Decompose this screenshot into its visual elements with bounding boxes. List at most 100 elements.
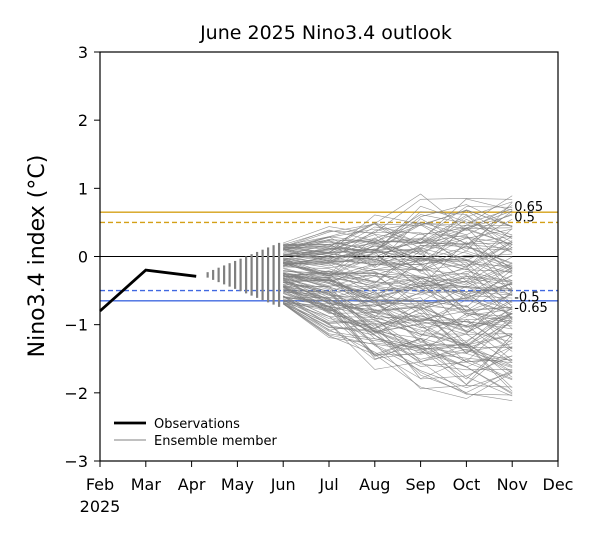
ensemble-member-line (283, 303, 513, 394)
ensemble-member-line (283, 282, 513, 324)
y-tick-label: 2 (78, 111, 88, 130)
ensemble-member-line (283, 198, 513, 253)
x-tick-label: Jul (318, 475, 338, 494)
ensemble-member-line (283, 208, 513, 246)
y-axis-label: Nino3.4 index (°C) (25, 155, 50, 358)
ensemble-member-line (283, 301, 513, 378)
ensemble-member-line (283, 290, 513, 344)
ensemble-member-line (283, 303, 513, 390)
ensemble-member-line (283, 210, 513, 248)
ensemble-member-line (283, 291, 513, 335)
y-tick-label: −1 (64, 316, 88, 335)
reference-line-label: 0.65 (514, 200, 543, 215)
ensemble-member-line (283, 246, 513, 275)
ensemble-member-line (283, 285, 513, 334)
ensemble-member-line (283, 295, 513, 362)
ensemble-member-line (283, 234, 513, 289)
ensemble-member-line (283, 279, 513, 338)
ensemble-member-line (283, 284, 513, 347)
ensemble-member-line (283, 197, 513, 245)
ensemble-member-line (283, 287, 513, 361)
ensemble-member-line (283, 255, 513, 295)
y-tick-label: −3 (64, 452, 88, 471)
ensemble-member-line (283, 238, 513, 274)
x-tick-label: Mar (131, 475, 162, 494)
y-tick-label: −2 (64, 384, 88, 403)
y-tick-label: 1 (78, 179, 88, 198)
ensemble-member-line (283, 275, 513, 314)
ensemble-member-line (283, 299, 513, 363)
ensemble-member-line (283, 264, 513, 312)
x-tick-label: Aug (359, 475, 390, 494)
ensemble-member-line (283, 263, 513, 297)
ensemble-member-line (283, 297, 513, 389)
x-tick-label: Oct (453, 475, 481, 494)
chart-legend: Observations Ensemble member (114, 417, 277, 449)
legend-label: Ensemble member (154, 434, 277, 449)
ensemble-members (206, 193, 513, 401)
ensemble-member-line (283, 279, 513, 326)
observations-line (99, 268, 197, 313)
x-tick-label: Feb (86, 475, 114, 494)
ensemble-member-line (283, 237, 513, 286)
ensemble-member-line (283, 281, 513, 337)
ensemble-member-line (283, 209, 513, 262)
ensemble-member-line (283, 202, 513, 252)
x-tick-label: Nov (497, 475, 528, 494)
ensemble-member-line (283, 242, 513, 270)
x-tick-label: Apr (178, 475, 206, 494)
ensemble-member-line (283, 265, 513, 291)
reference-line-label: -0.65 (514, 301, 548, 316)
ensemble-member-line (283, 250, 513, 299)
ensemble-member-line (283, 218, 513, 267)
x-tick-label: Jun (270, 475, 296, 494)
x-axis-ticks: Feb Mar Apr May Jun Jul Aug Sep Oct Nov Dec (86, 461, 574, 494)
ensemble-member-line (283, 272, 513, 310)
ensemble-member-line (283, 303, 513, 368)
ensemble-member-line (283, 229, 513, 260)
x-tick-label: May (221, 475, 254, 494)
ensemble-member-line (283, 223, 513, 255)
ensemble-member-line (283, 286, 513, 348)
ensemble-member-line (283, 219, 513, 250)
ensemble-member-line (283, 269, 513, 308)
ensemble-member-line (283, 248, 513, 296)
reference-line-label: -0.5 (514, 291, 539, 306)
ensemble-member-line (283, 275, 513, 303)
y-axis-ticks: 3 2 1 0 −1 −2 −3 (64, 43, 100, 471)
ensemble-member-line (283, 302, 513, 393)
observations-series (99, 268, 197, 313)
y-tick-label: 0 (78, 248, 88, 267)
ensemble-member-line (283, 206, 513, 262)
ensemble-member-line (283, 293, 513, 363)
ensemble-member-line (283, 227, 513, 272)
ensemble-member-line (283, 201, 513, 248)
ensemble-member-line (283, 268, 513, 312)
ensemble-member-line (283, 195, 513, 246)
x-tick-label: Dec (543, 475, 574, 494)
ensemble-member-line (283, 222, 513, 251)
y-tick-label: 3 (78, 43, 88, 62)
reference-line-label: 0.5 (514, 210, 535, 225)
ensemble-member-line (283, 211, 513, 260)
ensemble-member-line (283, 228, 513, 262)
chart-title: June 2025 Nino3.4 outlook (199, 22, 452, 44)
ensemble-member-line (283, 296, 513, 388)
ensemble-member-line (283, 236, 513, 262)
reference-labels: 0.650.5 -0.5-0.65 (514, 200, 548, 316)
x-year-label: 2025 (80, 497, 121, 516)
legend-label: Observations (154, 417, 240, 432)
ensemble-member-line (283, 276, 513, 328)
ensemble-member-line (283, 278, 513, 307)
ensemble-member-line (283, 262, 513, 293)
ensemble-member-line (283, 303, 513, 399)
ensemble-member-line (283, 302, 513, 397)
ensemble-member-line (283, 272, 513, 299)
ensemble-member-line (283, 228, 513, 268)
x-tick-label: Sep (406, 475, 436, 494)
ensemble-member-line (283, 275, 513, 299)
ensemble-member-line (283, 300, 513, 392)
ensemble-member-line (283, 245, 513, 284)
